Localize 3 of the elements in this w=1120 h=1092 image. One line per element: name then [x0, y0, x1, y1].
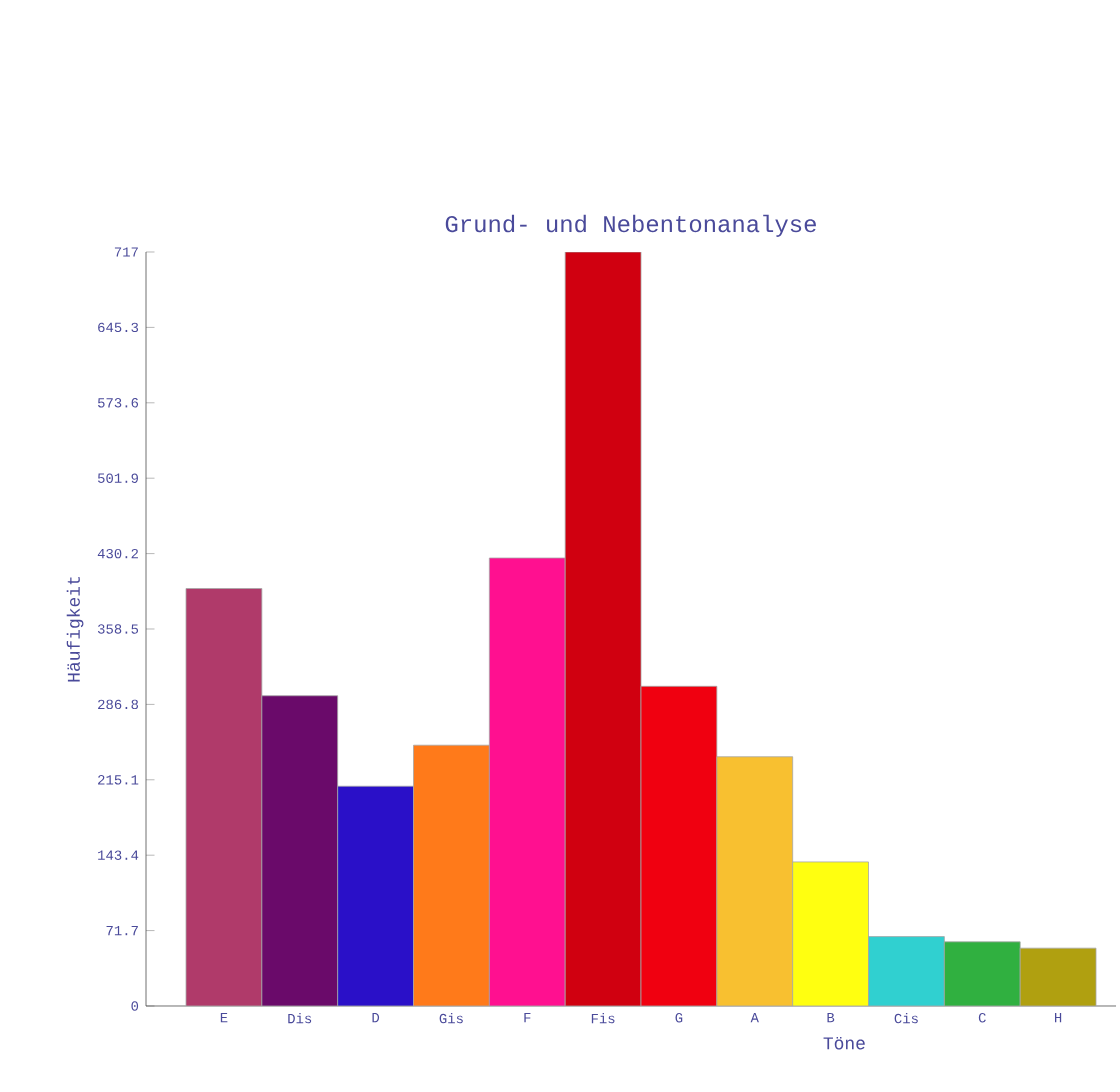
y-axis-title: Häufigkeit — [66, 577, 84, 682]
chart-title: Grund- und Nebentonanalyse — [445, 214, 816, 237]
x-axis-title: Töne — [823, 1036, 865, 1050]
